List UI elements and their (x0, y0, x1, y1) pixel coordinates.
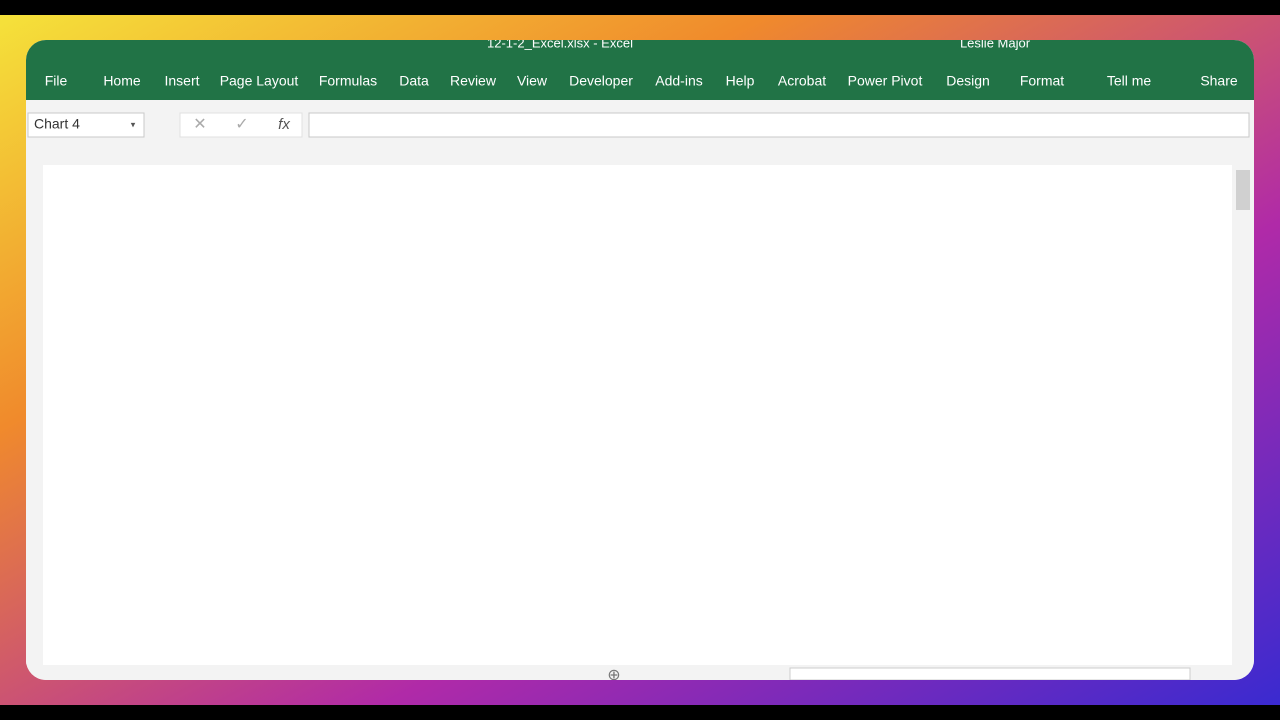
scroll-thumb[interactable] (1236, 170, 1250, 210)
ribbon-tab[interactable]: Add-ins (655, 73, 702, 89)
ribbon-tab[interactable]: Design (946, 73, 990, 89)
add-sheet[interactable]: ⊕ (607, 667, 620, 684)
ribbon-tab[interactable]: Format (1020, 73, 1064, 89)
excel-window: 12-1-2_Excel.xlsx - Excel Leslie Major C… (26, 35, 1254, 684)
horizontal-scrollbar[interactable] (789, 667, 1191, 680)
ribbon-tab[interactable]: View (517, 73, 548, 89)
ribbon-tab[interactable]: Share (1200, 73, 1238, 89)
ribbon-tab[interactable]: Acrobat (778, 73, 826, 89)
cancel-button[interactable]: ✕ (193, 116, 206, 133)
enter-button[interactable]: ✓ (235, 116, 248, 133)
ribbon-tab[interactable]: Help (726, 73, 755, 89)
ribbon-tab[interactable]: Home (103, 73, 141, 89)
ribbon-tab[interactable]: Page Layout (220, 73, 299, 89)
formula-bar[interactable] (308, 112, 1250, 138)
name-box-arrow[interactable]: ▾ (131, 119, 136, 129)
user-name: Leslie Major (960, 35, 1031, 50)
ribbon-tab[interactable]: Review (450, 73, 497, 89)
ribbon-tab[interactable]: Power Pivot (848, 73, 923, 89)
ribbon-tab[interactable]: Data (399, 73, 429, 89)
ribbon-tab[interactable]: Insert (164, 73, 199, 89)
grid-area (26, 150, 1232, 665)
name-box-text: Chart 4 (34, 116, 80, 132)
ribbon-tab[interactable]: Formulas (319, 73, 377, 89)
column-header-bar (26, 150, 1232, 165)
ribbon (26, 40, 1254, 100)
row-header-bar (26, 150, 43, 665)
function-button[interactable]: fx (278, 116, 290, 133)
name-box[interactable] (27, 112, 145, 138)
file-name: 12-1-2_Excel.xlsx - Excel (487, 35, 633, 50)
ribbon-tab[interactable]: Developer (569, 73, 633, 89)
ribbon-tab[interactable]: Tell me (1107, 73, 1152, 89)
ribbon-tab[interactable]: File (45, 73, 68, 89)
formula-buttons (179, 112, 303, 138)
vertical-scrollbar[interactable] (1232, 150, 1254, 665)
